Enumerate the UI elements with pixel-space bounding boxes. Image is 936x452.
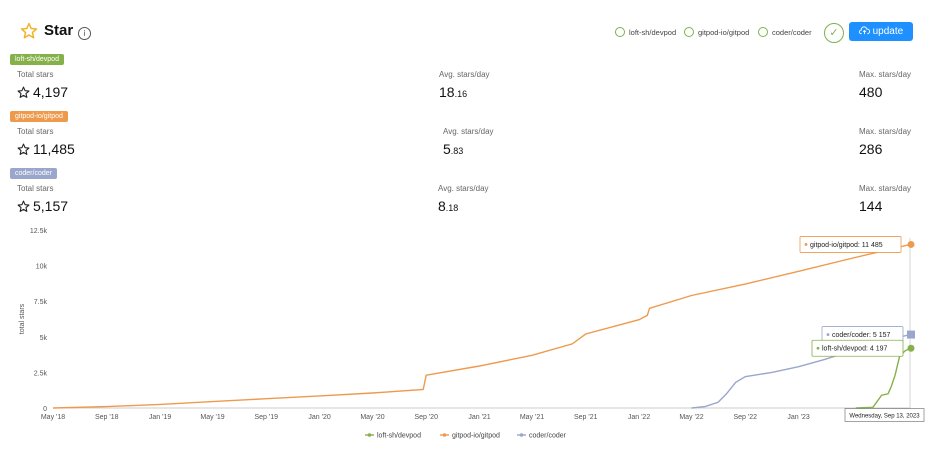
tooltip-label: coder/coder: 5 157 xyxy=(832,332,890,339)
avg-stars-int: 8 xyxy=(438,198,446,214)
toggle-coder[interactable]: coder/coder xyxy=(758,27,812,37)
legend-label[interactable]: gitpod-io/gitpod xyxy=(452,433,500,440)
toggle-devpod[interactable]: loft-sh/devpod xyxy=(615,27,676,37)
x-tick-label: Jan '20 xyxy=(308,414,330,421)
tooltip-box xyxy=(799,236,902,253)
x-tick-label: Sep '19 xyxy=(255,414,279,421)
update-label: update xyxy=(872,26,904,37)
hover-date-label: Wednesday, Sep 13, 2023 xyxy=(849,414,920,420)
total-stars-label: Total stars xyxy=(17,127,54,136)
y-tick-label: 2.5k xyxy=(34,370,48,377)
toggle-circle-icon xyxy=(758,27,768,37)
avg-stars-label: Avg. stars/day xyxy=(443,127,494,136)
legend-label[interactable]: loft-sh/devpod xyxy=(377,433,421,440)
x-tick-label: Sep '20 xyxy=(414,414,438,421)
hover-date-box xyxy=(844,408,925,422)
max-stars-label: Max. stars/day xyxy=(859,127,912,136)
x-tick-label: May '21 xyxy=(520,414,544,421)
max-stars-value: 144 xyxy=(859,198,883,214)
tooltip-dot xyxy=(804,243,808,246)
repo-badge: gitpod-io/gitpod xyxy=(10,111,68,122)
x-tick-label: May '19 xyxy=(200,414,224,421)
toggle-circle-icon xyxy=(615,27,625,37)
total-stars-label: Total stars xyxy=(17,70,54,79)
gitpod-end-marker xyxy=(907,240,915,248)
y-tick-label: 5k xyxy=(40,335,48,342)
max-stars-value: 480 xyxy=(859,84,883,100)
page-title: Star xyxy=(44,22,74,39)
x-tick-label: Sep '18 xyxy=(95,414,119,421)
y-tick-label: 12.5k xyxy=(30,228,48,235)
star-icon xyxy=(17,200,30,212)
tooltip-dot xyxy=(816,346,820,350)
total-stars-label: Total stars xyxy=(17,184,54,193)
tooltip-dot xyxy=(826,333,830,336)
star-icon xyxy=(17,143,30,155)
y-tick-label: 0 xyxy=(43,406,47,413)
update-button[interactable]: update xyxy=(849,22,913,41)
toggle-label: coder/coder xyxy=(772,27,812,37)
check-icon: ✓ xyxy=(829,26,839,39)
toggle-gitpod[interactable]: gitpod-io/gitpod xyxy=(684,27,749,37)
x-tick-label: May '20 xyxy=(360,414,384,421)
toggle-circle-icon xyxy=(684,27,694,37)
legend-dot xyxy=(442,433,447,437)
star-history-chart[interactable]: 0 2.5k 5k 7.5k 10k 12.5k total stars May '18 Sep… xyxy=(0,220,936,452)
x-tick-label: Jan '21 xyxy=(468,414,490,421)
y-axis-label: total stars xyxy=(19,303,26,334)
repo-badge: coder/coder xyxy=(10,168,57,179)
x-tick-label: Sep '22 xyxy=(733,414,757,421)
total-stars-value: 4,197 xyxy=(33,84,69,100)
legend-dot xyxy=(519,433,524,437)
max-stars-value: 286 xyxy=(859,141,883,157)
avg-stars-label: Avg. stars/day xyxy=(438,184,489,193)
star-icon xyxy=(17,86,30,98)
tooltip-label: gitpod-io/gitpod: 11 485 xyxy=(810,242,883,249)
y-tick-label: 10k xyxy=(36,264,48,271)
check-button[interactable]: ✓ xyxy=(824,23,844,43)
max-stars-label: Max. stars/day xyxy=(859,70,912,79)
avg-stars-decimal: .18 xyxy=(445,203,459,213)
avg-stars-value: 5.83 xyxy=(443,141,463,157)
x-tick-label: May '22 xyxy=(679,414,703,421)
cloud-upload-icon xyxy=(858,26,870,35)
avg-stars-int: 18 xyxy=(439,84,455,100)
y-tick-label: 7.5k xyxy=(34,299,48,306)
toggle-label: gitpod-io/gitpod xyxy=(698,27,750,37)
series-line[interactable] xyxy=(855,347,911,409)
total-stars-value: 11,485 xyxy=(33,141,75,157)
x-tick-label: Jan '23 xyxy=(787,414,809,421)
avg-stars-decimal: .16 xyxy=(454,89,468,99)
x-tick-label: Jan '22 xyxy=(628,414,650,421)
info-icon[interactable]: i xyxy=(78,27,91,40)
toggle-label: loft-sh/devpod xyxy=(629,27,677,37)
series-line[interactable] xyxy=(52,243,911,409)
avg-stars-label: Avg. stars/day xyxy=(439,70,490,79)
tooltip-label: loft-sh/devpod: 4 197 xyxy=(822,346,887,353)
star-icon xyxy=(20,22,38,39)
coder-end-marker xyxy=(907,330,915,339)
max-stars-label: Max. stars/day xyxy=(859,184,912,193)
avg-stars-value: 8.18 xyxy=(438,198,458,214)
legend-label[interactable]: coder/coder xyxy=(529,433,567,440)
avg-stars-decimal: .83 xyxy=(450,146,464,156)
repo-badge: loft-sh/devpod xyxy=(10,54,64,65)
x-tick-label: May '18 xyxy=(41,414,65,421)
total-stars-value: 5,157 xyxy=(33,198,69,214)
tooltip-box xyxy=(811,339,904,357)
x-tick-label: Jan '19 xyxy=(149,414,171,421)
avg-stars-value: 18.16 xyxy=(439,84,467,100)
devpod-end-marker xyxy=(907,344,915,352)
legend-dot xyxy=(367,433,372,437)
avg-stars-int: 5 xyxy=(443,141,451,157)
x-tick-label: Sep '21 xyxy=(574,414,598,421)
